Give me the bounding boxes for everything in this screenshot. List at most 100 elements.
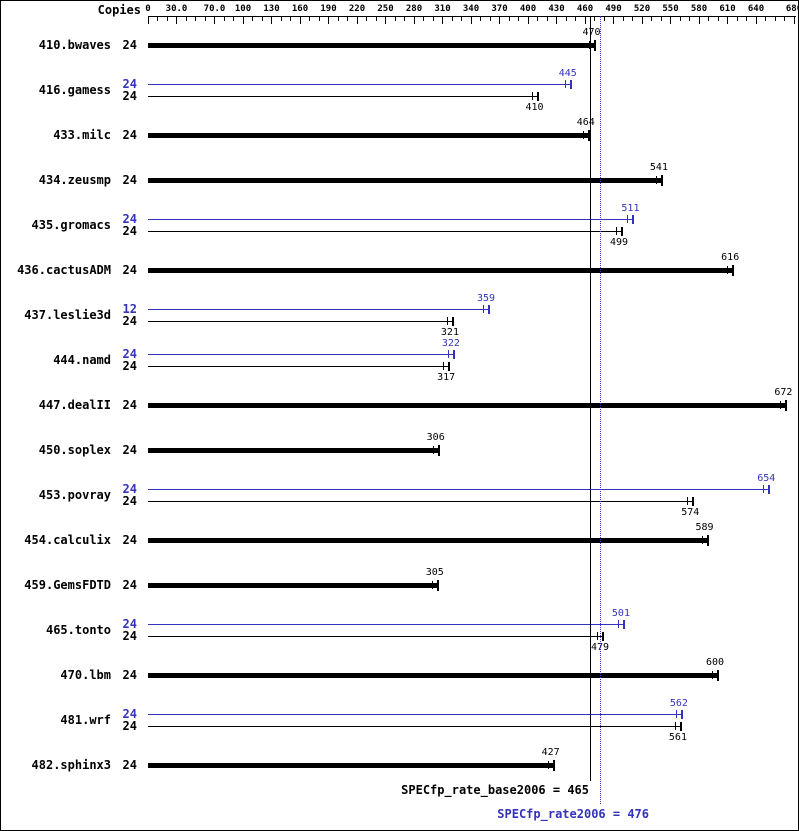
axis-tick-label: 610 xyxy=(719,4,736,14)
copies-value: 24 xyxy=(122,314,137,328)
copies-value: 24 xyxy=(122,617,137,631)
value-label: 511 xyxy=(621,203,640,214)
benchmark-name: 454.calculix xyxy=(24,533,111,547)
axis-tick-label: 220 xyxy=(348,4,366,14)
axis-minor-tick xyxy=(736,17,738,21)
copies-value: 24 xyxy=(122,719,137,733)
copies-value: 24 xyxy=(122,668,137,682)
value-label: 562 xyxy=(669,698,688,709)
axis-minor-tick xyxy=(185,17,187,21)
value-label: 317 xyxy=(437,372,456,383)
bar xyxy=(148,177,662,183)
ref-line-base xyxy=(589,16,591,781)
bar-endcap xyxy=(679,721,682,731)
bar-endcap xyxy=(552,759,555,771)
value-label: 445 xyxy=(558,68,577,79)
bar xyxy=(148,320,453,322)
bar xyxy=(148,83,571,85)
copies-column-header: Copies xyxy=(97,3,141,17)
axis-minor-tick xyxy=(375,17,377,21)
bar-endcap xyxy=(587,129,590,141)
axis-major-tick xyxy=(499,17,500,24)
bar xyxy=(148,623,624,625)
bar xyxy=(148,762,554,768)
axis-minor-tick xyxy=(461,17,462,21)
value-label: 306 xyxy=(426,432,445,443)
axis-minor-tick xyxy=(489,17,491,21)
axis-minor-tick xyxy=(394,17,396,21)
bar-endcap xyxy=(593,39,596,51)
bar xyxy=(148,353,454,355)
value-label: 479 xyxy=(591,642,610,653)
bar-endcap xyxy=(437,444,440,456)
axis-minor-tick xyxy=(622,17,624,21)
axis-major-tick xyxy=(356,17,358,24)
bar-endcap xyxy=(488,304,491,314)
axis-tick-label: 680 xyxy=(785,4,798,14)
axis-tick-label: 640 xyxy=(747,4,765,14)
axis-tick-label: 100 xyxy=(234,4,252,14)
axis-major-tick xyxy=(793,17,795,24)
value-label: 561 xyxy=(668,732,687,743)
bar xyxy=(148,402,787,408)
bar-run-tick xyxy=(582,131,584,139)
axis-major-tick xyxy=(299,17,301,24)
bar-run-tick xyxy=(446,317,448,325)
bar-run-tick xyxy=(627,215,629,223)
axis-minor-tick xyxy=(366,17,367,21)
axis-minor-tick xyxy=(195,17,196,21)
bar xyxy=(148,365,450,367)
benchmark-name: 437.leslie3d xyxy=(24,308,111,322)
bar-run-tick xyxy=(675,710,677,718)
bar-run-tick xyxy=(443,362,445,370)
bar-run-tick xyxy=(431,581,433,589)
axis-major-tick xyxy=(584,17,586,24)
value-label: 501 xyxy=(611,608,630,619)
axis-tick-label: 550 xyxy=(662,4,679,14)
bar-run-tick xyxy=(597,632,599,640)
axis-minor-tick xyxy=(575,17,576,21)
axis-minor-tick xyxy=(765,17,766,21)
copies-value: 24 xyxy=(122,629,137,643)
axis-minor-tick xyxy=(233,17,234,21)
value-label: 654 xyxy=(757,473,776,484)
bar-run-tick xyxy=(564,80,566,88)
axis-minor-tick xyxy=(746,17,747,21)
axis-minor-tick xyxy=(204,17,206,21)
axis-minor-tick xyxy=(774,17,776,21)
axis-major-tick xyxy=(413,17,415,24)
copies-value: 24 xyxy=(122,224,137,238)
axis-minor-tick xyxy=(290,17,291,21)
peak-result-label: SPECfp_rate2006 = 476 xyxy=(497,807,649,821)
axis-tick-label: 30.0 xyxy=(165,4,188,14)
copies-value: 24 xyxy=(122,347,137,361)
bar-endcap xyxy=(569,79,572,89)
copies-value: 24 xyxy=(122,77,137,91)
bar-endcap xyxy=(448,361,451,371)
axis-tick-label: 250 xyxy=(377,4,394,14)
axis-major-tick xyxy=(527,17,529,24)
axis-tick-label: 460 xyxy=(576,4,594,14)
axis-tick-label: 490 xyxy=(605,4,622,14)
copies-value: 24 xyxy=(122,707,137,721)
bar-run-tick xyxy=(432,446,434,454)
axis-minor-tick xyxy=(223,17,225,21)
axis-minor-tick xyxy=(632,17,633,21)
bar-run-tick xyxy=(616,227,618,235)
axis-tick-label: 130 xyxy=(263,4,280,14)
bar xyxy=(148,267,734,273)
copies-value: 24 xyxy=(122,494,137,508)
value-label: 589 xyxy=(695,522,714,533)
value-label: 321 xyxy=(440,327,459,338)
bar-endcap xyxy=(436,579,439,591)
axis-major-tick xyxy=(385,17,386,24)
axis-tick-label: 520 xyxy=(633,4,651,14)
axis-major-tick xyxy=(328,17,329,24)
axis-tick-label: 580 xyxy=(690,4,708,14)
bar xyxy=(148,42,595,48)
axis-minor-tick xyxy=(651,17,652,21)
copies-value: 24 xyxy=(122,443,137,457)
axis-minor-tick xyxy=(546,17,548,21)
